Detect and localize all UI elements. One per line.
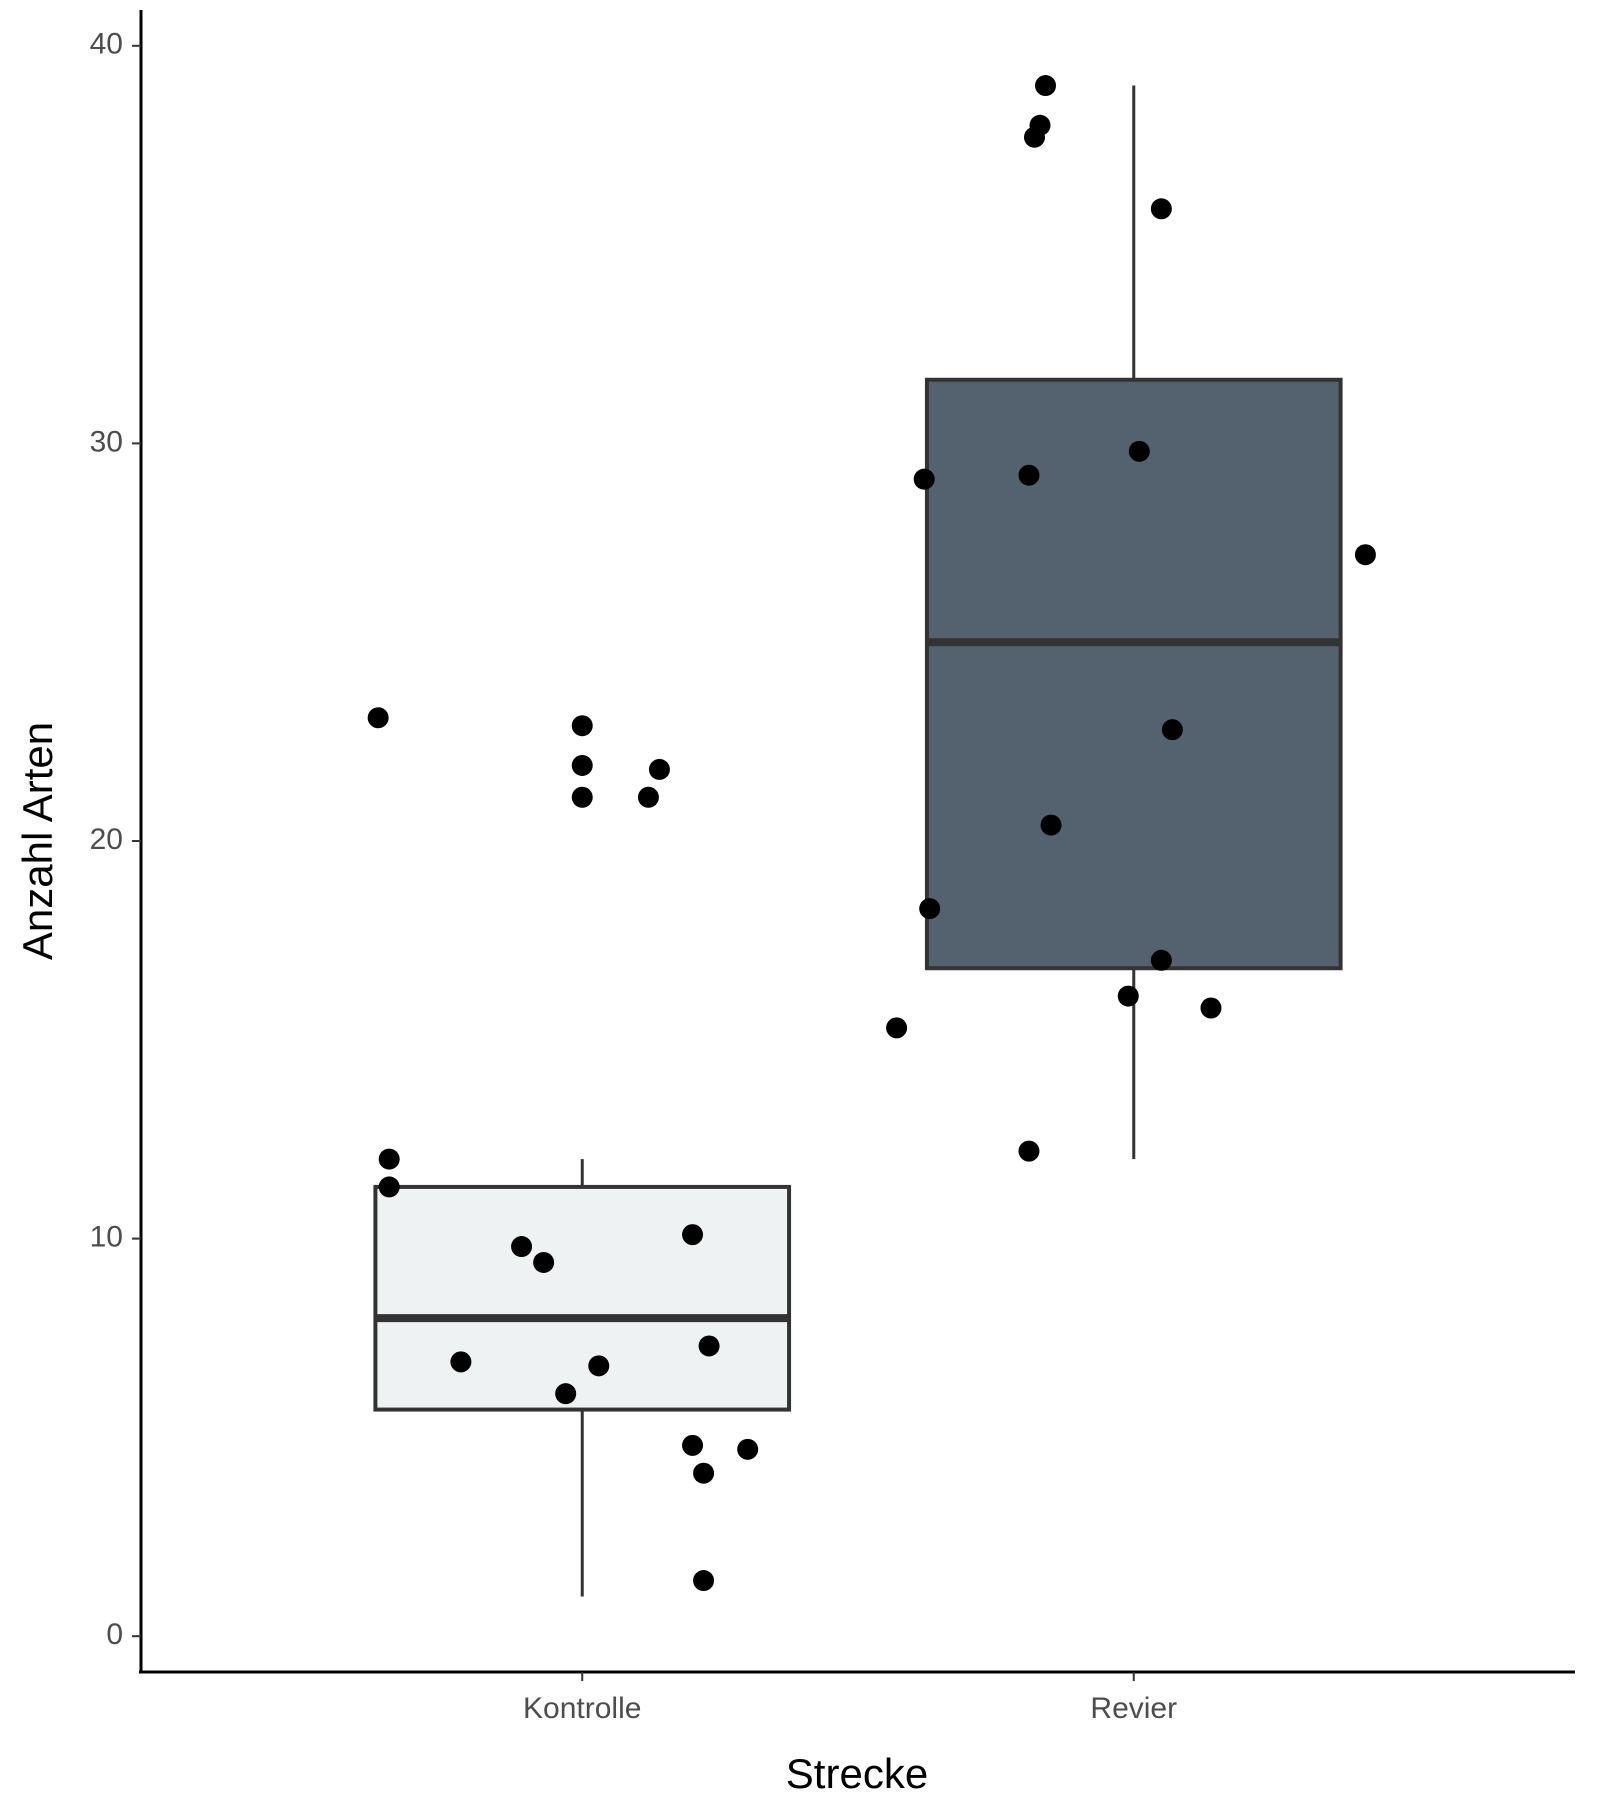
- data-point: [1150, 198, 1172, 220]
- y-tick-label: 40: [90, 28, 123, 61]
- data-point: [588, 1355, 610, 1377]
- data-point: [693, 1570, 715, 1592]
- data-point: [511, 1236, 533, 1258]
- data-point: [450, 1351, 472, 1373]
- x-tick-label: Revier: [1090, 1692, 1177, 1725]
- x-axis-title: Strecke: [786, 1750, 928, 1797]
- points-kontrolle: [367, 707, 759, 1592]
- data-point: [1029, 114, 1051, 136]
- data-point: [555, 1383, 577, 1405]
- data-point: [367, 707, 389, 729]
- data-point: [1128, 440, 1150, 462]
- y-tick-label: 0: [106, 1618, 123, 1651]
- data-point: [919, 898, 941, 920]
- data-point: [533, 1251, 555, 1273]
- data-point: [378, 1148, 400, 1170]
- y-tick-label: 20: [90, 823, 123, 856]
- box-group-revier: [924, 85, 1343, 1160]
- data-point: [571, 715, 593, 737]
- data-point: [1035, 75, 1057, 97]
- data-point: [1150, 949, 1172, 971]
- plot-area: [367, 75, 1376, 1597]
- data-point: [682, 1434, 704, 1456]
- data-point: [1018, 464, 1040, 486]
- data-point: [913, 468, 935, 490]
- data-point: [1161, 719, 1183, 741]
- data-point: [1040, 814, 1062, 836]
- data-point: [1200, 997, 1222, 1019]
- data-point: [886, 1017, 908, 1039]
- axes: [139, 10, 1575, 1674]
- y-tick-label: 30: [90, 425, 123, 458]
- data-point: [378, 1176, 400, 1198]
- data-point: [1354, 544, 1376, 566]
- data-point: [1117, 985, 1139, 1007]
- box-iqr: [924, 377, 1343, 971]
- data-point: [571, 786, 593, 808]
- y-axis-title: Anzahl Arten: [14, 722, 61, 960]
- ticks: 0 10 20 30 40 Kontrolle Revier: [90, 28, 1177, 1725]
- box-group-kontrolle: [373, 1159, 792, 1597]
- data-point: [571, 754, 593, 776]
- data-point: [693, 1462, 715, 1484]
- x-tick-label: Kontrolle: [523, 1692, 641, 1725]
- y-tick-label: 10: [90, 1221, 123, 1254]
- data-point: [682, 1224, 704, 1246]
- box-iqr: [373, 1184, 792, 1412]
- points-revier: [886, 75, 1376, 1162]
- data-point: [637, 786, 659, 808]
- data-point: [737, 1438, 759, 1460]
- data-point: [648, 758, 670, 780]
- data-point: [698, 1335, 720, 1357]
- data-point: [1018, 1140, 1040, 1162]
